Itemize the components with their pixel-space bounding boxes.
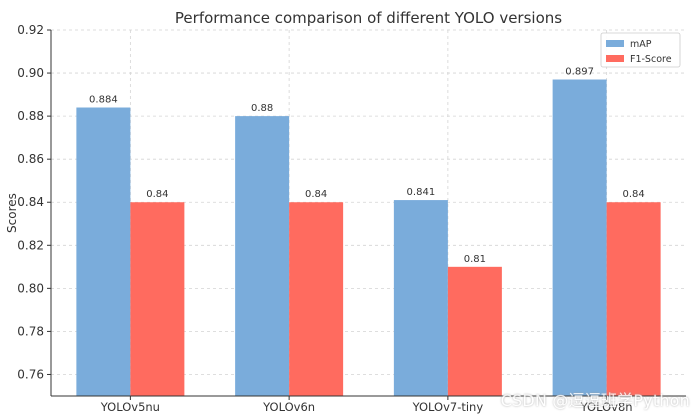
bar-f1-score bbox=[606, 202, 661, 396]
bar-map bbox=[76, 107, 131, 396]
y-axis-label: Scores bbox=[5, 193, 19, 233]
bar-value-label: 0.84 bbox=[305, 189, 327, 200]
y-tick-label: 0.92 bbox=[17, 23, 44, 37]
bar-map bbox=[235, 116, 290, 396]
y-tick-label: 0.80 bbox=[17, 281, 44, 295]
legend-label: mAP bbox=[630, 39, 652, 50]
legend-swatch bbox=[606, 55, 624, 62]
x-axis: YOLOv5nu YOLOv6n YOLOv7-tiny YOLOv8n bbox=[51, 395, 686, 414]
y-tick-label: 0.82 bbox=[17, 238, 44, 252]
x-tick-label: YOLOv6n bbox=[262, 400, 315, 414]
watermark: CSDN @逗逗班学Python bbox=[500, 391, 690, 410]
legend-label: F1-Score bbox=[630, 54, 672, 65]
legend-swatch bbox=[606, 40, 624, 47]
y-tick-label: 0.84 bbox=[17, 195, 44, 209]
y-tick-label: 0.86 bbox=[17, 152, 44, 166]
bar-value-label: 0.841 bbox=[407, 187, 436, 198]
x-tick-label: YOLOv5nu bbox=[100, 400, 160, 414]
chart-title: Performance comparison of different YOLO… bbox=[175, 9, 562, 27]
x-tick-label: YOLOv7-tiny bbox=[412, 400, 484, 414]
bar-value-label: 0.84 bbox=[146, 189, 168, 200]
bars: 0.884 0.84 0.88 0.84 0.841 0.81 0.897 0.84 bbox=[76, 67, 661, 397]
bar-f1-score bbox=[289, 202, 344, 396]
bar-map bbox=[393, 200, 448, 396]
bar-f1-score bbox=[130, 202, 185, 396]
bar-f1-score bbox=[447, 266, 502, 396]
x-tick-label: YOLOv8n bbox=[580, 400, 633, 414]
y-tick-label: 0.78 bbox=[17, 324, 44, 338]
y-tick-label: 0.88 bbox=[17, 109, 44, 123]
bar-value-label: 0.897 bbox=[565, 67, 594, 78]
bar-map bbox=[552, 79, 607, 397]
legend: mAP F1-Score bbox=[600, 32, 681, 68]
bar-value-label: 0.884 bbox=[89, 95, 118, 106]
bar-value-label: 0.84 bbox=[622, 189, 644, 200]
y-axis: 0.76 0.78 0.80 0.82 0.84 0.86 0.88 0.90 0.92 bbox=[17, 23, 52, 396]
y-tick-label: 0.76 bbox=[17, 367, 44, 381]
bar-value-label: 0.88 bbox=[251, 103, 273, 114]
bar-value-label: 0.81 bbox=[464, 254, 486, 265]
y-tick-label: 0.90 bbox=[17, 66, 44, 80]
